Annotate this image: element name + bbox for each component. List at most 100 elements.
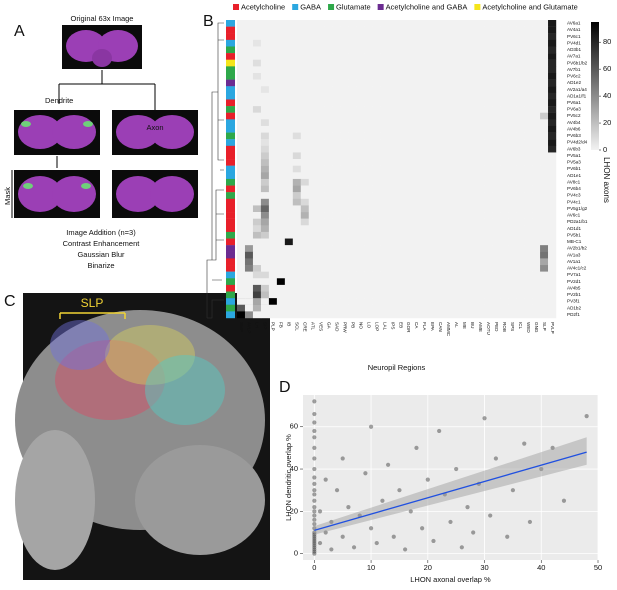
heatmap-cell — [524, 79, 533, 87]
heatmap-cell — [237, 231, 246, 239]
heatmap-cell — [237, 112, 246, 120]
heatmap-cell — [428, 59, 437, 67]
heatmap-cell — [237, 99, 246, 107]
heatmap-cell — [364, 284, 373, 292]
heatmap-cell — [412, 165, 421, 173]
heatmap-cell — [444, 86, 453, 94]
heatmap-cell — [524, 251, 533, 259]
heatmap-cell — [412, 238, 421, 246]
heatmap-cell — [284, 20, 294, 27]
heatmap-cell — [244, 192, 254, 199]
heatmap-cell — [444, 33, 453, 41]
heatmap-cell — [276, 33, 286, 41]
heatmap-cell — [436, 172, 445, 180]
heatmap-cell — [404, 205, 413, 213]
heatmap-cell — [292, 152, 301, 160]
heatmap-cell — [237, 225, 246, 233]
heatmap-cell — [444, 185, 453, 193]
point — [312, 399, 317, 404]
heatmap-cell — [364, 212, 373, 219]
heatmap-cell — [460, 79, 469, 87]
heatmap-cell — [540, 205, 549, 213]
heatmap-cell — [532, 145, 541, 153]
heatmap-cell — [237, 165, 246, 173]
row-label: AD1a1/f1 — [567, 93, 587, 98]
point — [397, 488, 402, 493]
heatmap-cell — [540, 278, 549, 286]
heatmap-cell — [276, 298, 286, 305]
heatmap-cell — [308, 165, 317, 173]
brain — [150, 115, 194, 149]
heatmap-cell — [332, 265, 341, 272]
heatmap-cell — [540, 304, 549, 312]
heatmap-cell — [460, 258, 469, 266]
image-caption: Axon — [146, 123, 163, 132]
heatmap-cell — [324, 139, 333, 147]
point — [380, 498, 385, 503]
column-label: CA — [414, 322, 419, 329]
heatmap-cell — [237, 86, 246, 94]
heatmap-cell — [372, 192, 381, 199]
heatmap-cell — [364, 245, 373, 252]
heatmap-cell — [316, 79, 325, 87]
heatmap-cell — [260, 112, 270, 120]
heatmap-cell — [548, 218, 557, 226]
heatmap-cell — [388, 178, 397, 186]
row-label: PV6b3 — [567, 133, 581, 138]
heatmap-cell — [516, 291, 525, 299]
heatmap-cell — [268, 205, 278, 213]
heatmap-cell — [356, 112, 365, 120]
heatmap-cell — [396, 178, 405, 186]
heatmap-cell — [436, 192, 445, 199]
heatmap-cell — [388, 278, 397, 286]
heatmap-cell — [460, 139, 469, 147]
heatmap-cell — [308, 92, 317, 100]
heatmap-cell — [364, 33, 373, 41]
heatmap-cell — [452, 125, 461, 133]
heatmap-cell — [308, 26, 317, 34]
heatmap-cell — [500, 271, 509, 279]
heatmap-cell — [244, 205, 254, 213]
point — [312, 475, 317, 480]
heatmap-cell — [436, 132, 445, 140]
heatmap-cell — [532, 165, 541, 173]
heatmap-cell — [428, 92, 437, 100]
heatmap-cell — [388, 139, 397, 147]
heatmap-cell — [252, 152, 262, 160]
heatmap-cell — [412, 46, 421, 54]
heatmap-cell — [396, 119, 405, 127]
column-label: NO — [358, 322, 363, 329]
heatmap-cell — [548, 265, 557, 272]
heatmap-cell — [428, 178, 437, 186]
heatmap-cell — [324, 251, 333, 259]
x-axis-title: LHON axonal overlap % — [410, 575, 491, 584]
point — [323, 530, 328, 535]
heatmap-cell — [237, 46, 246, 54]
heatmap-cell — [284, 159, 294, 166]
heatmap-cell — [388, 251, 397, 259]
heatmap-cell — [332, 132, 341, 140]
heatmap-cell — [252, 53, 262, 60]
heatmap-cell — [468, 265, 477, 272]
x-tick-label: 0 — [312, 563, 316, 572]
heatmap-cell — [348, 79, 357, 87]
heatmap-cell — [460, 99, 469, 107]
heatmap-cell — [428, 245, 437, 252]
heatmap-cell — [244, 125, 254, 133]
heatmap-cell — [540, 99, 549, 107]
row-group-marker — [226, 165, 235, 173]
heatmap-cell — [244, 258, 254, 266]
heatmap-cell — [332, 198, 341, 206]
heatmap-cell — [540, 26, 549, 34]
heatmap-cell — [436, 59, 445, 67]
step: Binarize — [87, 261, 114, 270]
heatmap-cell — [428, 311, 437, 319]
point — [346, 505, 351, 510]
heatmap-cell — [332, 112, 341, 120]
heatmap-cell — [356, 238, 365, 246]
heatmap-cell — [460, 265, 469, 272]
heatmap-cell — [276, 278, 286, 286]
heatmap-cell — [372, 284, 381, 292]
heatmap-cell — [460, 59, 469, 67]
heatmap-cell — [244, 79, 254, 87]
